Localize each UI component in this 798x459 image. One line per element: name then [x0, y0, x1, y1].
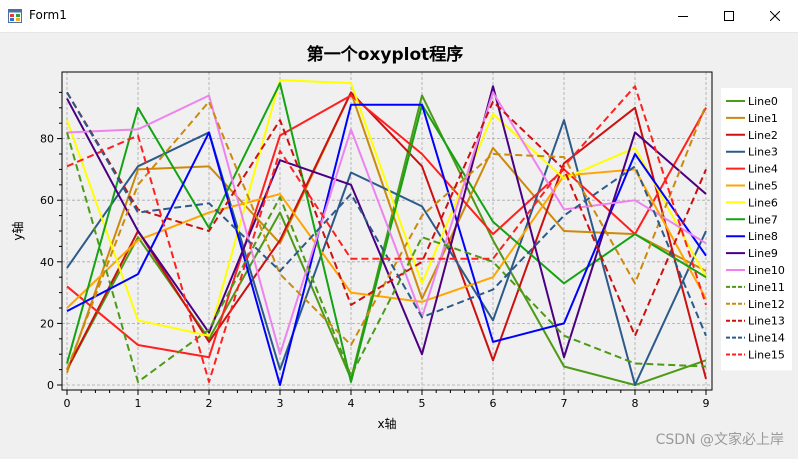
x-tick-label: 6	[490, 397, 497, 410]
x-tick-label: 3	[277, 397, 284, 410]
x-axis-title: x轴	[377, 416, 396, 431]
series-line-line10	[66, 91, 707, 356]
legend-label: Line8	[748, 230, 778, 243]
y-tick-label: 0	[47, 379, 54, 392]
series-line-line4	[66, 94, 707, 359]
x-tick-label: 8	[632, 397, 639, 410]
y-tick-label: 40	[40, 256, 54, 269]
y-tick-label: 60	[40, 194, 54, 207]
series-line-line6	[66, 79, 707, 337]
legend: Line0 Line1 Line2 Line3 Line4 Line5 Line6 Line7…	[721, 88, 792, 371]
legend-label: Line3	[748, 146, 778, 159]
series-line-line7	[66, 82, 707, 383]
y-axis-title: y轴	[10, 221, 25, 240]
legend-label: Line6	[748, 196, 778, 209]
x-tick-label: 7	[561, 397, 568, 410]
legend-label: Line14	[748, 332, 785, 345]
legend-label: Line12	[748, 298, 785, 311]
watermark-text: CSDN @文家必上岸	[655, 432, 784, 448]
series-layer	[66, 79, 707, 386]
series-line-line11	[66, 132, 707, 383]
x-tick-label: 1	[135, 397, 142, 410]
legend-label: Line10	[748, 264, 785, 277]
series-line-line8	[66, 103, 707, 386]
x-tick-label: 5	[419, 397, 426, 410]
y-tick-label: 80	[40, 133, 54, 146]
legend-label: Line13	[748, 315, 785, 328]
maximize-icon	[724, 11, 734, 21]
ticks-layer: 0 1 2 3 4 5 6 7 8 9 0 20 40 60 80	[40, 91, 710, 410]
series-line-line9	[66, 85, 707, 359]
close-icon	[770, 11, 780, 21]
series-line-line14	[66, 91, 707, 337]
close-button[interactable]	[752, 0, 798, 32]
y-tick-label: 20	[40, 317, 54, 330]
series-line-line15	[66, 85, 707, 383]
x-tick-label: 9	[703, 397, 710, 410]
x-tick-label: 2	[206, 397, 213, 410]
legend-label: Line15	[748, 349, 785, 362]
window-title: Form1	[29, 8, 67, 22]
legend-label: Line9	[748, 247, 778, 260]
minimize-icon	[678, 16, 688, 17]
legend-label: Line5	[748, 180, 778, 193]
minimize-button[interactable]	[660, 0, 706, 32]
maximize-button[interactable]	[706, 0, 752, 32]
legend-label: Line0	[748, 95, 778, 108]
series-line-line5	[66, 168, 707, 309]
legend-label: Line1	[748, 112, 778, 125]
series-line-line3	[66, 119, 707, 386]
legend-label: Line11	[748, 281, 785, 294]
form-app-icon	[8, 9, 22, 23]
title-bar[interactable]: Form1	[0, 0, 798, 33]
legend-label: Line7	[748, 213, 778, 226]
legend-label: Line4	[748, 163, 778, 176]
series-line-line2	[66, 91, 707, 380]
x-tick-label: 4	[348, 397, 355, 410]
series-line-line12	[66, 100, 707, 370]
line-chart: 第一个oxyplot程序 0 1 2 3 4 5 6 7 8 9 0 20 40 60 80 x轴 y轴 L…	[10, 44, 792, 431]
plot-view[interactable]: 第一个oxyplot程序 0 1 2 3 4 5 6 7 8 9 0 20 40 60 80 x轴 y轴 L…	[0, 32, 798, 459]
chart-title: 第一个oxyplot程序	[307, 44, 464, 65]
legend-label: Line2	[748, 129, 778, 142]
x-tick-label: 0	[64, 397, 71, 410]
